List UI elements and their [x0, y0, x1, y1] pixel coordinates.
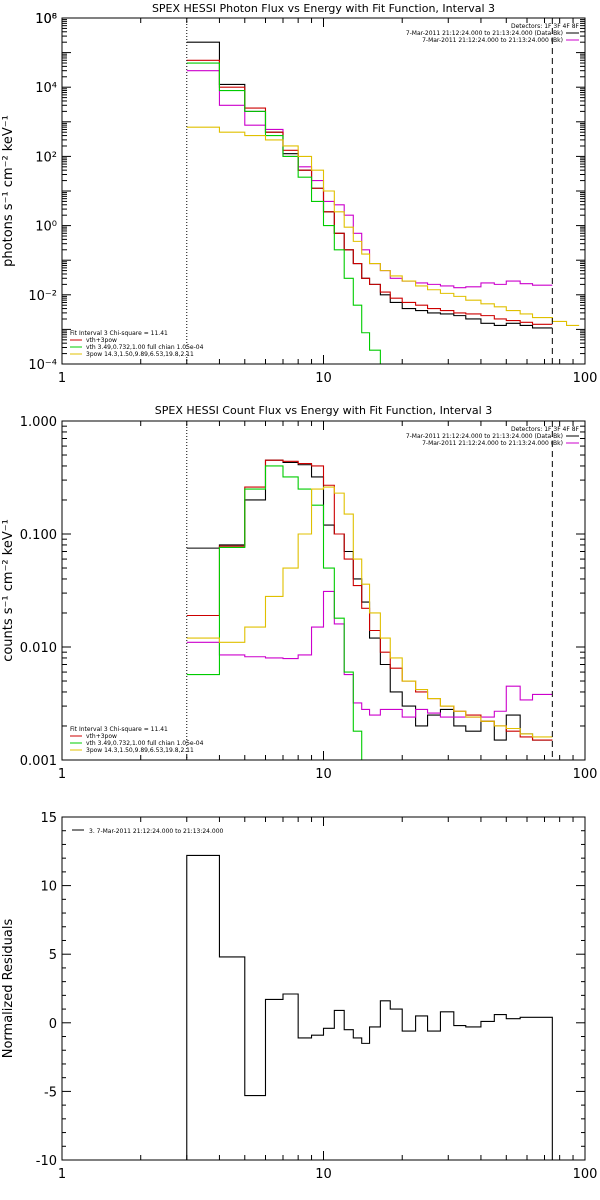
plot-area: [186, 41, 580, 364]
series-1-step: [186, 854, 553, 1160]
y-tick-label: 10: [40, 880, 57, 895]
legend-label: vth 3.49,0.732,1.00 full chian 1.05e-04: [86, 740, 204, 747]
series-5-step: [186, 486, 553, 738]
chart-title: SPEX HESSI Count Flux vs Energy with Fit…: [155, 404, 492, 417]
series-2-step: [186, 590, 553, 718]
y-tick-label: 10⁻²: [28, 289, 57, 304]
legend-label: 3pow 14.3,1.50,9.89,6.53,19.8,2.11: [86, 747, 194, 754]
chart-panel-1: SPEX HESSI Photon Flux vs Energy with Fi…: [1, 2, 597, 386]
series-4-step: [186, 62, 391, 364]
plot-frame: [61, 816, 586, 1161]
y-axis-label: Normalized Residuals: [1, 919, 16, 1059]
legend-label: 7-Mar-2011 21:12:24.000 to 21:13:24.000 …: [422, 440, 563, 447]
x-tick-label: 10: [315, 767, 332, 782]
legend-label: 7-Mar-2011 21:12:24.000 to 21:13:24.000 …: [406, 433, 563, 440]
y-tick-label: 0.100: [20, 528, 57, 543]
chart-panel-2: SPEX HESSI Count Flux vs Energy with Fit…: [1, 404, 597, 782]
x-tick-label: 1: [58, 371, 66, 386]
y-tick-label: 0.001: [20, 754, 57, 769]
legend-label: 7-Mar-2011 21:12:24.000 to 21:13:24.000 …: [422, 37, 563, 44]
y-tick-label: -10: [36, 1154, 57, 1169]
series-4-step: [186, 465, 381, 760]
x-tick-label: 1: [58, 767, 66, 782]
legend-fit-header: Fit Interval 3 Chi-square = 11.41: [70, 330, 168, 337]
x-tick-label: 10: [315, 371, 332, 386]
plot-area: [186, 459, 553, 760]
x-tick-label: 100: [573, 1167, 598, 1182]
plot-area: [186, 854, 553, 1160]
y-tick-label: 10²: [35, 150, 57, 165]
legend-label: 3pow 14.3,1.50,9.89,6.53,19.8,2.11: [86, 351, 194, 358]
y-tick-label: 5: [49, 948, 57, 963]
legend-header: Detectors: 1F 3F 4F 8F: [511, 23, 580, 30]
y-tick-label: 10⁰: [35, 220, 57, 235]
legend-label: vth+3pow: [86, 733, 117, 740]
series-1-step: [186, 41, 553, 329]
y-tick-label: -5: [44, 1085, 57, 1100]
legend-label: vth+3pow: [86, 337, 117, 344]
legend-label: 7-Mar-2011 21:12:24.000 to 21:13:24.000 …: [406, 30, 563, 37]
y-tick-label: 0: [49, 1017, 57, 1032]
y-tick-label: 10⁻⁴: [28, 358, 57, 373]
legend-header: Detectors: 1F 3F 4F 8F: [511, 426, 580, 433]
chart-title: SPEX HESSI Photon Flux vs Energy with Fi…: [152, 2, 495, 15]
y-tick-label: 15: [40, 811, 57, 826]
chart-panel-3: 1 10 100 -10 -5 0 5 10 15 Normalized Residuals 3. …: [1, 811, 597, 1182]
x-tick-label: 10: [315, 1167, 332, 1182]
y-tick-label: 10⁴: [35, 81, 57, 96]
series-5-step: [186, 126, 580, 327]
y-axis-label: counts s⁻¹ cm⁻² keV⁻¹: [1, 519, 16, 662]
y-tick-label: 0.010: [20, 641, 57, 656]
x-tick-label: 100: [573, 371, 598, 386]
legend-label: 3. 7-Mar-2011 21:12:24.000 to 21:13:24.0…: [89, 828, 224, 835]
legend-fit-header: Fit Interval 3 Chi-square = 11.41: [70, 726, 168, 733]
x-tick-label: 100: [573, 767, 598, 782]
y-tick-label-top: 10⁸: [35, 12, 57, 27]
x-tick-label: 1: [58, 1167, 66, 1182]
y-axis-label: photons s⁻¹ cm⁻² keV⁻¹: [1, 115, 16, 267]
series-3-step: [186, 59, 553, 325]
legend-label: vth 3.49,0.732,1.00 full chian 1.05e-04: [86, 344, 204, 351]
y-tick-label: 10⁶: [35, 12, 57, 27]
y-tick-label: 1.000: [20, 415, 57, 430]
